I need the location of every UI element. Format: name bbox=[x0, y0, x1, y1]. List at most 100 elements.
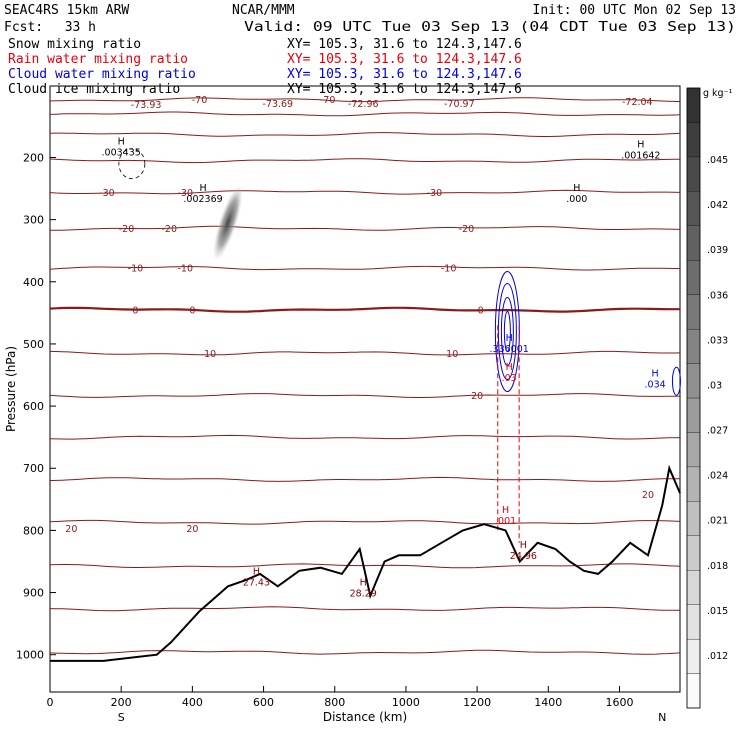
high-marker: H bbox=[502, 505, 509, 516]
isotherm-line bbox=[49, 97, 681, 103]
x-tick-label: 600 bbox=[253, 696, 274, 709]
contour-label: -10 bbox=[128, 264, 144, 275]
high-marker: H bbox=[118, 137, 125, 148]
field-xy: XY= 105.3, 31.6 to 124.3,147.6 bbox=[287, 67, 522, 82]
x-axis-label: Distance (km) bbox=[323, 710, 407, 724]
colorbar-cell bbox=[686, 673, 701, 709]
colorbar-frame bbox=[686, 87, 701, 709]
high-marker: H bbox=[652, 368, 659, 379]
high-marker: H bbox=[573, 183, 580, 194]
y-axis-label: Pressure (hPa) bbox=[4, 346, 18, 432]
contour-label: -30 bbox=[177, 188, 193, 199]
contour-label: -72.96 bbox=[348, 99, 379, 110]
colorbar-tick-label: .036 bbox=[707, 290, 728, 301]
field-xy: XY= 105.3, 31.6 to 124.3,147.6 bbox=[287, 52, 522, 67]
init-time: Init: 00 UTC Mon 02 Sep 13 bbox=[533, 3, 737, 18]
colorbar-tick-label: .039 bbox=[707, 245, 728, 256]
extremum-label: .003435 bbox=[102, 148, 141, 159]
field-name: Snow mixing ratio bbox=[8, 37, 141, 52]
colorbar-cell bbox=[686, 260, 701, 295]
colorbar-cell bbox=[686, 294, 701, 330]
extremum-label: .03 bbox=[502, 373, 517, 384]
isotherm-line bbox=[49, 132, 681, 137]
extremum-label: .000 bbox=[566, 194, 587, 205]
extremum-label: .002369 bbox=[183, 194, 222, 205]
isotherm-line bbox=[50, 225, 681, 231]
contour-label: 0 bbox=[189, 305, 195, 316]
x-tick-label: 200 bbox=[111, 696, 132, 709]
cloud-water-contour bbox=[671, 366, 681, 396]
contour-label: -70 bbox=[320, 95, 336, 106]
contour-label: 20 bbox=[642, 490, 654, 501]
contour-label: -73.93 bbox=[131, 100, 162, 111]
isotherm-line bbox=[49, 111, 681, 117]
contour-label: 20 bbox=[471, 391, 483, 402]
y-tick-label: 900 bbox=[23, 587, 44, 600]
extremum-label: 28.29 bbox=[350, 588, 377, 599]
cloud-water-contour bbox=[503, 311, 511, 353]
cloud-ice-contour bbox=[118, 148, 146, 180]
high-marker: H bbox=[199, 183, 206, 194]
y-tick-label: 500 bbox=[23, 338, 44, 351]
plot-frame bbox=[49, 85, 681, 693]
colorbar-tick-label: .03 bbox=[707, 380, 722, 391]
x-tick-label: 1200 bbox=[463, 696, 491, 709]
contour-label: 0 bbox=[478, 305, 484, 316]
fcst-label: Fcst: bbox=[4, 20, 43, 35]
colorbar-cell bbox=[686, 225, 701, 261]
cloud-water-contour bbox=[497, 283, 517, 381]
extremum-label: 27.43 bbox=[243, 578, 270, 589]
y-tick-label: 1000 bbox=[16, 649, 44, 662]
colorbar-cell bbox=[686, 122, 701, 158]
high-marker: H bbox=[360, 577, 367, 588]
extremum-label: .001 bbox=[495, 516, 516, 527]
extremum-label: .034 bbox=[645, 379, 666, 390]
colorbar-cell bbox=[686, 363, 701, 399]
contour-label: -20 bbox=[161, 224, 177, 235]
high-marker: H bbox=[520, 540, 527, 551]
contour-label: -73.69 bbox=[262, 99, 293, 110]
contour-label: 0 bbox=[132, 305, 138, 316]
y-tick-label: 700 bbox=[23, 462, 44, 475]
colorbar-tick-label: .021 bbox=[707, 516, 728, 527]
contour-label: -20 bbox=[459, 224, 475, 235]
high-marker: H bbox=[506, 333, 513, 344]
x-tick-label: 400 bbox=[182, 696, 203, 709]
isotherm-line bbox=[49, 158, 681, 164]
y-tick-label: 300 bbox=[23, 214, 44, 227]
extremum-label: .336001 bbox=[490, 344, 529, 355]
center-title: NCAR/MMM bbox=[232, 3, 295, 18]
south-label: S bbox=[118, 711, 125, 724]
x-tick-label: 1000 bbox=[392, 696, 420, 709]
isotherm-line bbox=[49, 519, 681, 525]
colorbar-cell bbox=[686, 604, 701, 640]
model-title: SEAC4RS 15km ARW bbox=[4, 3, 129, 18]
colorbar-cell bbox=[686, 432, 701, 468]
y-tick-label: 800 bbox=[23, 524, 44, 537]
colorbar-cell bbox=[686, 328, 701, 364]
colorbar-tick-label: .042 bbox=[707, 200, 728, 211]
extremum-label: .001642 bbox=[621, 151, 660, 162]
colorbar-tick-label: .045 bbox=[707, 155, 728, 166]
high-marker: H bbox=[637, 140, 644, 151]
isotherm-line bbox=[49, 306, 680, 313]
colorbar-tick-label: .027 bbox=[707, 426, 728, 437]
x-tick-label: 800 bbox=[324, 696, 345, 709]
colorbar-cell bbox=[686, 535, 701, 571]
high-marker: H bbox=[506, 362, 513, 373]
x-tick-label: 1600 bbox=[605, 696, 633, 709]
colorbar-cell bbox=[686, 87, 701, 123]
isotherm-line bbox=[49, 606, 680, 612]
contour-label: 20 bbox=[186, 524, 198, 535]
x-tick-label: 1400 bbox=[534, 696, 562, 709]
isotherm-line bbox=[49, 189, 681, 195]
contour-label: -20 bbox=[119, 224, 135, 235]
colorbar-cell bbox=[686, 638, 701, 674]
snow-shading bbox=[212, 184, 244, 261]
colorbar-cell bbox=[686, 191, 701, 226]
colorbar-tick-label: .033 bbox=[707, 335, 728, 346]
isotherm-line bbox=[49, 563, 681, 569]
isotherm-line bbox=[49, 350, 681, 356]
extremum-label: 24.96 bbox=[510, 551, 537, 562]
contour-label: -70 bbox=[192, 95, 208, 106]
